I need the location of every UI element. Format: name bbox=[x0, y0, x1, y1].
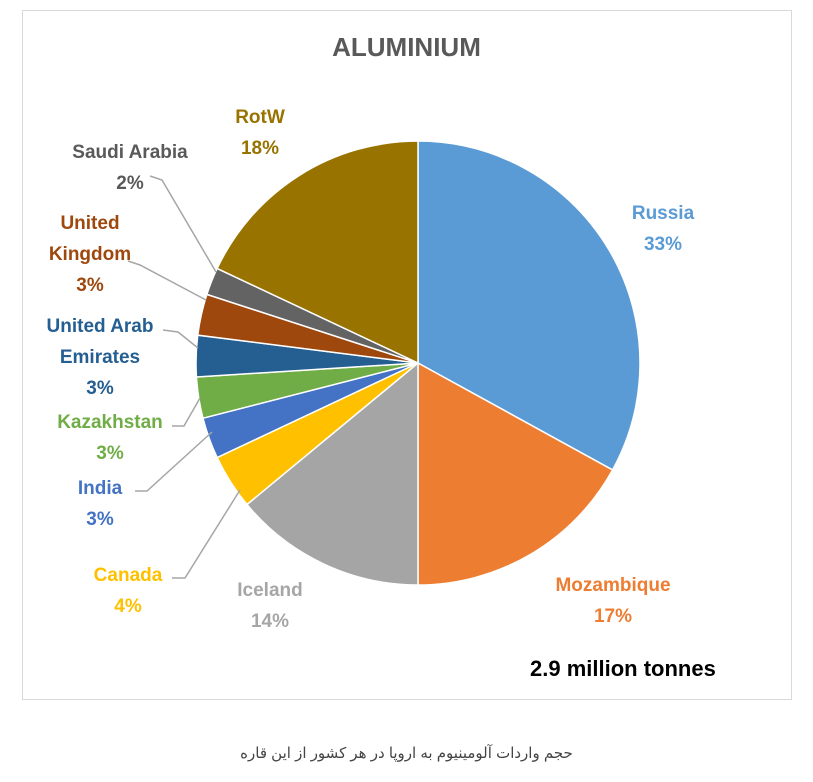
category-label: RotW bbox=[235, 107, 285, 128]
value-label: 17% bbox=[593, 606, 633, 627]
chart-title: ALUMINIUM bbox=[332, 32, 481, 62]
category-label: Saudi Arabia bbox=[72, 142, 188, 163]
slice-label: Kazakhstan 3% bbox=[57, 407, 163, 469]
leader-line bbox=[172, 397, 201, 427]
slice-label: Iceland 14% bbox=[237, 575, 302, 637]
value-label: 3% bbox=[86, 378, 114, 399]
slice-label: United Kingdom 3% bbox=[35, 208, 145, 301]
category-label: India bbox=[77, 478, 123, 499]
category-label: United Kingdom bbox=[48, 213, 132, 265]
category-label: Canada bbox=[93, 565, 163, 586]
value-label: 4% bbox=[114, 596, 142, 617]
value-label: 33% bbox=[643, 234, 683, 255]
category-label: Mozambique bbox=[555, 575, 671, 596]
slice-label: United Arab Emirates 3% bbox=[25, 311, 175, 404]
pie-slice bbox=[245, 361, 419, 586]
chart-frame bbox=[22, 10, 792, 700]
leader-line bbox=[162, 329, 199, 349]
leader-line bbox=[149, 175, 217, 273]
leader-line bbox=[135, 431, 213, 492]
category-label: United Arab Emirates bbox=[46, 316, 154, 368]
value-label: 18% bbox=[240, 138, 280, 159]
slice-label: Saudi Arabia 2% bbox=[72, 137, 187, 199]
slice-label: India 3% bbox=[78, 473, 122, 535]
slice-label: Russia 33% bbox=[632, 198, 694, 260]
pie-slice bbox=[417, 361, 614, 586]
caption: حجم واردات آلومینیوم به اروپا در هر کشور… bbox=[240, 745, 573, 762]
value-label: 2% bbox=[116, 173, 144, 194]
pie-slice bbox=[417, 140, 641, 471]
leader-line bbox=[127, 260, 207, 301]
value-label: 3% bbox=[76, 275, 104, 296]
slice-label: Canada 4% bbox=[94, 560, 163, 622]
category-label: Russia bbox=[631, 203, 695, 224]
category-label: Kazakhstan bbox=[57, 412, 163, 433]
chart-subtitle: 2.9 million tonnes bbox=[530, 656, 716, 681]
value-label: 3% bbox=[96, 443, 124, 464]
category-label: Iceland bbox=[237, 580, 303, 601]
pie-slice bbox=[216, 140, 419, 365]
value-label: 14% bbox=[250, 611, 290, 632]
value-label: 3% bbox=[86, 509, 114, 530]
leader-line bbox=[172, 489, 241, 579]
slice-label: RotW 18% bbox=[235, 102, 285, 164]
slice-label: Mozambique 17% bbox=[555, 570, 670, 632]
